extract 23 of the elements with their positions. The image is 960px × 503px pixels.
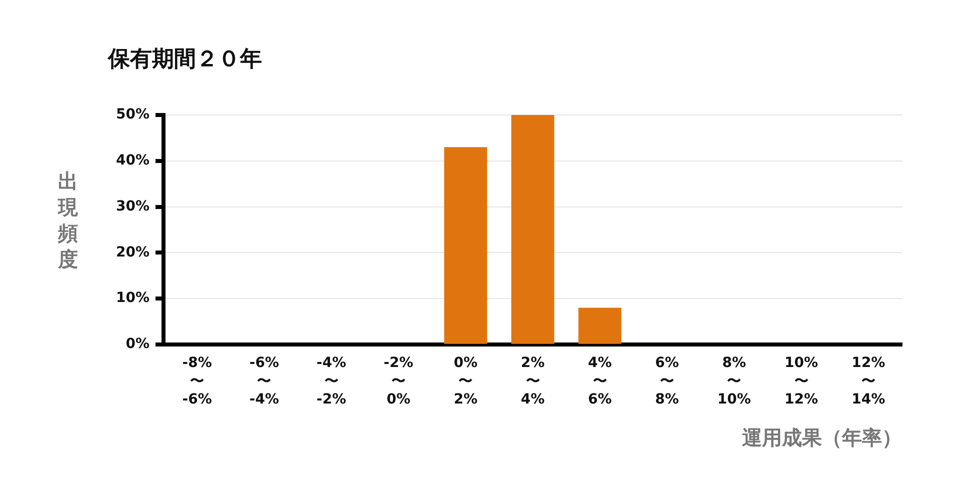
y-tick-label: 10% xyxy=(116,290,150,306)
y-tick-label: 0% xyxy=(126,336,150,352)
y-axis-title: 出現頻度 xyxy=(58,168,78,272)
bar xyxy=(578,308,622,344)
x-tick-label: -4% 〜 -2% xyxy=(316,355,346,408)
chart-title: 保有期間２０年 xyxy=(108,46,262,74)
x-tick-label: 12% 〜 14% xyxy=(852,355,886,408)
bar xyxy=(511,115,554,344)
x-tick-label: 2% 〜 4% xyxy=(520,355,545,408)
y-tick-label: 50% xyxy=(116,106,150,123)
bar xyxy=(444,147,488,344)
y-tick-label: 40% xyxy=(116,152,150,169)
x-tick-label: 8% 〜 10% xyxy=(717,355,751,408)
x-tick-label: 4% 〜 6% xyxy=(588,355,612,408)
x-axis-title: 運用成果（年率） xyxy=(741,426,902,450)
y-tick-label: 30% xyxy=(116,198,150,214)
x-tick-label: -8% 〜 -6% xyxy=(182,355,212,408)
x-tick-label: -2% 〜 0% xyxy=(384,355,414,408)
x-tick-label: 0% 〜 2% xyxy=(454,355,478,408)
y-tick-label: 20% xyxy=(116,244,150,260)
x-tick-label: 6% 〜 8% xyxy=(655,355,679,408)
x-tick-label: 10% 〜 12% xyxy=(784,355,818,408)
x-tick-label: -6% 〜 -4% xyxy=(249,355,280,408)
